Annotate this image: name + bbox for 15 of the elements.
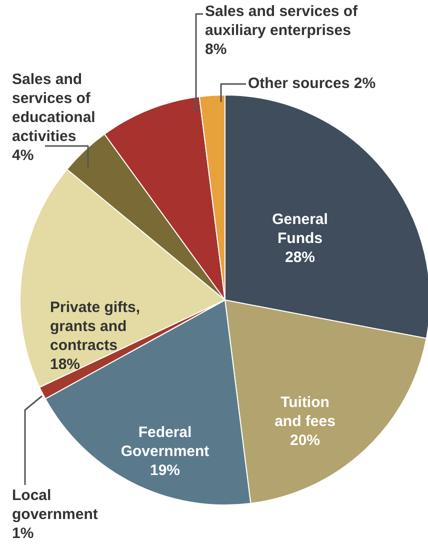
- slice-label: Other sources 2%: [248, 75, 376, 92]
- slice-label: Private gifts, grants and contracts: [50, 299, 140, 354]
- data-label: 28%: [284, 249, 316, 266]
- slice-label: Sales and services of educational activities: [12, 71, 96, 145]
- slice-label: Tuition and fees: [274, 394, 336, 430]
- slice-label: Federal Government: [120, 424, 210, 460]
- data-label: 19%: [150, 462, 180, 479]
- data-label: 20%: [290, 432, 320, 449]
- data-label: 4%: [12, 147, 34, 164]
- data-label: 8%: [205, 41, 227, 58]
- slice-label: General Funds: [272, 211, 328, 247]
- slice-label: Sales and services of auxiliary enterprises: [205, 3, 359, 39]
- data-label: 18%: [50, 356, 80, 373]
- data-label: 1%: [12, 525, 34, 542]
- slice-label: Local government: [12, 487, 98, 523]
